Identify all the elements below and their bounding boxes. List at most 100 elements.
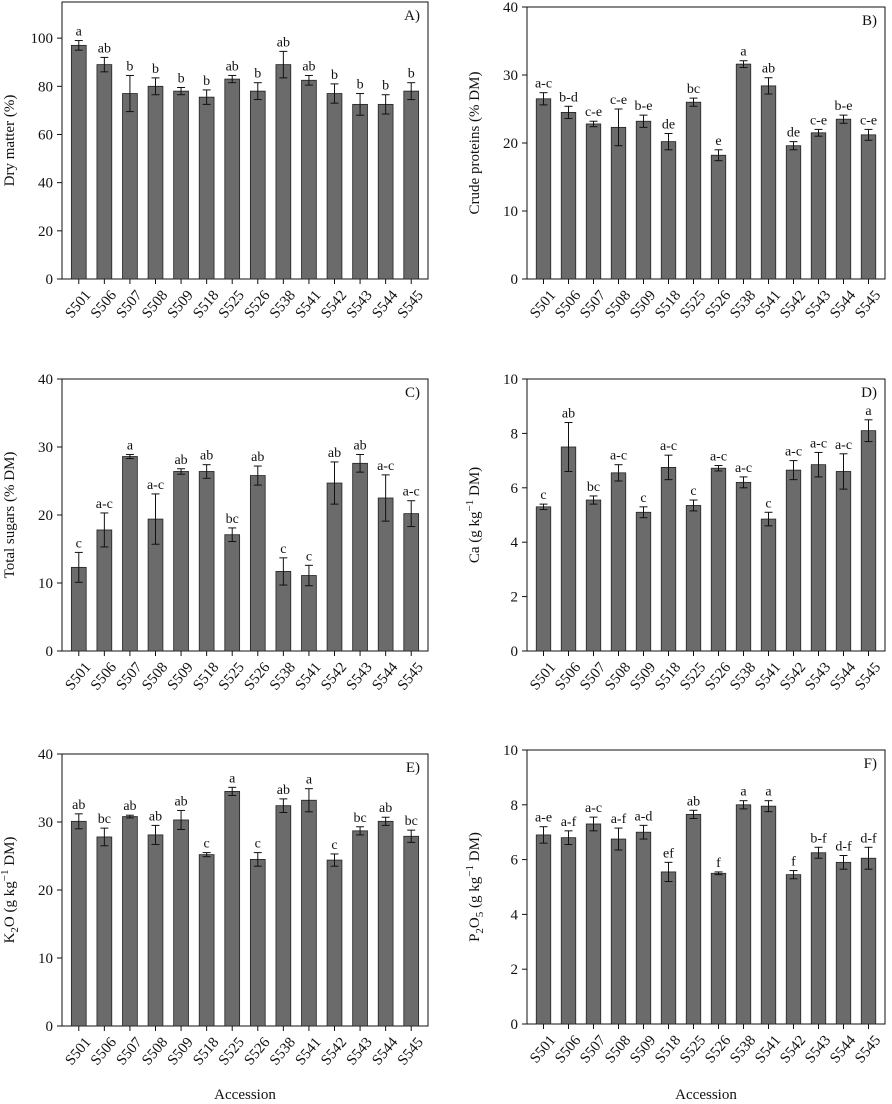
panel-title: F)	[864, 756, 877, 772]
bar	[122, 456, 138, 652]
bar	[735, 804, 752, 1025]
significance-letter: b-d	[559, 90, 578, 105]
y-tick-label: 0	[511, 272, 519, 288]
x-tick-label: S508	[602, 660, 634, 694]
bar	[198, 471, 215, 652]
plot-frame	[526, 6, 886, 280]
bar	[835, 861, 852, 1025]
bar	[560, 837, 577, 1025]
y-axis-label: Crude proteins (% DM)	[467, 72, 483, 215]
x-tick-label: S525	[216, 1035, 248, 1069]
x-tick-label: S538	[727, 660, 759, 694]
significance-letter: c	[690, 484, 696, 499]
y-tick-label: 10	[38, 951, 53, 967]
x-tick-label: S506	[552, 1032, 584, 1066]
bar	[835, 118, 852, 280]
significance-letter: a-c	[96, 497, 113, 512]
x-tick-label: S542	[318, 660, 350, 694]
y-tick-label: 20	[38, 883, 53, 899]
x-tick-label: S544	[827, 659, 859, 693]
x-tick-label: S541	[293, 288, 325, 322]
x-tick-label: S508	[602, 1033, 634, 1067]
x-tick-label: S543	[344, 660, 376, 694]
x-tick-label: S501	[527, 1033, 559, 1067]
bar	[710, 467, 727, 652]
bar	[377, 820, 394, 1027]
significance-letter: ab	[328, 446, 341, 461]
x-tick-label: S541	[752, 660, 784, 694]
x-tick-label: S509	[165, 1035, 197, 1069]
x-tick-label: S538	[267, 288, 299, 322]
significance-letter: c	[540, 488, 546, 503]
bar	[735, 481, 752, 652]
x-tick-label: S545	[852, 660, 884, 694]
significance-letter: f	[791, 855, 796, 870]
x-tick-label: S541	[752, 288, 784, 322]
bar	[660, 871, 677, 1025]
significance-letter: ab	[762, 62, 775, 77]
bar	[810, 132, 827, 280]
x-tick-label: S525	[677, 660, 709, 694]
x-tick-label: S501	[62, 1035, 94, 1069]
y-tick-label: 40	[38, 176, 53, 192]
x-tick-label: S501	[527, 660, 559, 694]
bar	[860, 857, 877, 1025]
bar	[760, 518, 777, 652]
panel-title: A)	[404, 8, 420, 24]
significance-letter: e	[715, 134, 721, 149]
significance-letter: de	[787, 126, 800, 141]
significance-letter: c	[76, 536, 82, 551]
significance-letter: ab	[98, 41, 111, 56]
bar	[810, 464, 827, 652]
significance-letter: a-c	[403, 485, 420, 500]
x-tick-label: S518	[190, 1035, 222, 1069]
significance-letter: a	[76, 25, 83, 40]
x-tick-label: S545	[852, 288, 884, 322]
bar	[403, 513, 420, 652]
significance-letter: de	[662, 117, 675, 132]
x-tick-label: S525	[216, 660, 248, 694]
y-tick-label: 0	[46, 1019, 54, 1035]
significance-letter: b-e	[635, 99, 653, 114]
x-tick-label: S508	[602, 288, 634, 322]
significance-letter: bc	[226, 512, 239, 527]
bar	[660, 466, 677, 652]
x-tick-label: S508	[139, 660, 171, 694]
bar	[70, 44, 87, 280]
x-tick-label: S525	[677, 1033, 709, 1067]
bar	[198, 96, 215, 280]
y-tick-label: 20	[38, 508, 53, 524]
panel-title: D)	[861, 385, 877, 401]
y-tick-label: 40	[38, 372, 53, 388]
chart-panel-b: 0 10 20 30 40 B) Crude proteins (% DM) a-c S501 b…	[467, 0, 886, 322]
significance-letter: bc	[587, 480, 600, 495]
bar	[249, 859, 266, 1027]
significance-letter: ab	[562, 407, 575, 422]
x-tick-label: S518	[190, 288, 222, 322]
significance-letter: ab	[200, 449, 213, 464]
bar	[535, 98, 552, 280]
x-tick-label: S543	[802, 1033, 834, 1067]
significance-letter: ab	[149, 809, 162, 824]
bar	[585, 123, 602, 280]
significance-letter: c	[255, 837, 261, 852]
x-tick-label: S507	[577, 287, 609, 321]
significance-letter: b-e	[835, 99, 853, 114]
chart-panel-c: 0 10 20 30 40 C) Total sugars (% DM) c S501 a-c S5…	[2, 372, 429, 694]
x-tick-label: S509	[165, 288, 197, 322]
significance-letter: c	[331, 838, 337, 853]
significance-letter: bc	[405, 814, 418, 829]
bar	[585, 823, 602, 1025]
y-tick-label: 0	[46, 644, 54, 660]
x-tick-label: S542	[777, 1033, 809, 1067]
x-tick-label: S526	[241, 1034, 273, 1068]
x-tick-label: S542	[318, 288, 350, 322]
significance-letter: ab	[379, 801, 392, 816]
x-tick-label: S545	[395, 660, 427, 694]
x-tick-label: S518	[652, 660, 684, 694]
significance-letter: a	[127, 438, 134, 453]
bar	[610, 472, 627, 652]
significance-letter: a-f	[561, 815, 577, 830]
x-tick-label: S526	[241, 287, 273, 321]
